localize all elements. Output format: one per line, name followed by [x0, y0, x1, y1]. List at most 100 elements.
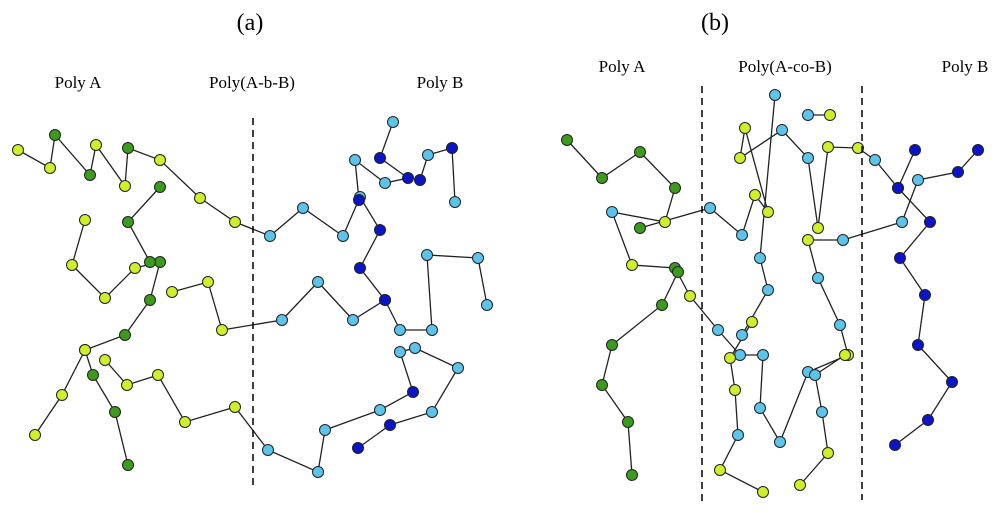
bead [380, 178, 391, 189]
bead [730, 385, 741, 396]
bead [953, 167, 964, 178]
bead [597, 380, 608, 391]
bead [763, 207, 774, 218]
bead [925, 217, 936, 228]
bead [265, 231, 276, 242]
bead [810, 370, 821, 381]
bead [427, 325, 438, 336]
bead [607, 207, 618, 218]
bead [80, 215, 91, 226]
bead [473, 253, 484, 264]
bead [263, 445, 274, 456]
bead [735, 350, 746, 361]
bead [57, 390, 68, 401]
bead [627, 260, 638, 271]
bead [623, 417, 634, 428]
bead [758, 350, 769, 361]
bead [870, 155, 881, 166]
bead [482, 300, 493, 311]
bead [715, 465, 726, 476]
panel-label: (b) [701, 10, 729, 36]
bead [313, 277, 324, 288]
bead [313, 467, 324, 478]
bead [100, 355, 111, 366]
bead [803, 110, 814, 121]
bead [80, 345, 91, 356]
bead [635, 223, 646, 234]
region-label: Poly(A-co-B) [738, 57, 831, 76]
bead [338, 231, 349, 242]
bead [30, 430, 41, 441]
bead [410, 343, 421, 354]
bead [375, 153, 386, 164]
bead [823, 448, 834, 459]
bead [923, 415, 934, 426]
bead [348, 315, 359, 326]
bead [735, 153, 746, 164]
bead [840, 350, 851, 361]
bead [153, 370, 164, 381]
bead [920, 290, 931, 301]
bead [120, 330, 131, 341]
bead [388, 117, 399, 128]
bead [395, 347, 406, 358]
bead [817, 407, 828, 418]
bead [747, 317, 758, 328]
bead [180, 417, 191, 428]
bead [627, 470, 638, 481]
bead [893, 183, 904, 194]
bead [145, 257, 156, 268]
bead [910, 145, 921, 156]
bead [673, 267, 684, 278]
bead [375, 225, 386, 236]
bead [835, 320, 846, 331]
bead [13, 145, 24, 156]
bead [803, 235, 814, 246]
bead [755, 403, 766, 414]
bead [823, 142, 834, 153]
bead [120, 181, 131, 192]
bead [385, 420, 396, 431]
bead [167, 287, 178, 298]
bead [45, 163, 56, 174]
region-label: Poly B [942, 57, 989, 76]
bead [890, 440, 901, 451]
bead [155, 257, 166, 268]
bead [422, 250, 433, 261]
bead [670, 183, 681, 194]
beads [13, 90, 984, 498]
bead [705, 203, 716, 214]
bead [130, 263, 141, 274]
bead [450, 197, 461, 208]
bead [375, 405, 386, 416]
bead [423, 150, 434, 161]
figure: (a) Poly A Poly(A-b-B) Poly B (b) Poly A… [0, 0, 1005, 513]
bead [355, 263, 366, 274]
bond [640, 128, 915, 235]
bead [813, 273, 824, 284]
bead [803, 153, 814, 164]
bead [750, 190, 761, 201]
bead [123, 217, 134, 228]
bead [763, 285, 774, 296]
bead [913, 175, 924, 186]
bead [88, 370, 99, 381]
bead [217, 325, 228, 336]
region-label: Poly A [599, 57, 646, 76]
bead [737, 230, 748, 241]
bead [913, 340, 924, 351]
bead [795, 480, 806, 491]
bead [777, 125, 788, 136]
bead [350, 155, 361, 166]
bead [403, 173, 414, 184]
region-label: Poly(A-b-B) [209, 73, 295, 92]
bead [713, 325, 724, 336]
bead [67, 260, 78, 271]
bead [195, 193, 206, 204]
bead [145, 295, 156, 306]
bead [607, 340, 618, 351]
bead [740, 123, 751, 134]
bead [230, 217, 241, 228]
bead [453, 363, 464, 374]
bead [395, 325, 406, 336]
